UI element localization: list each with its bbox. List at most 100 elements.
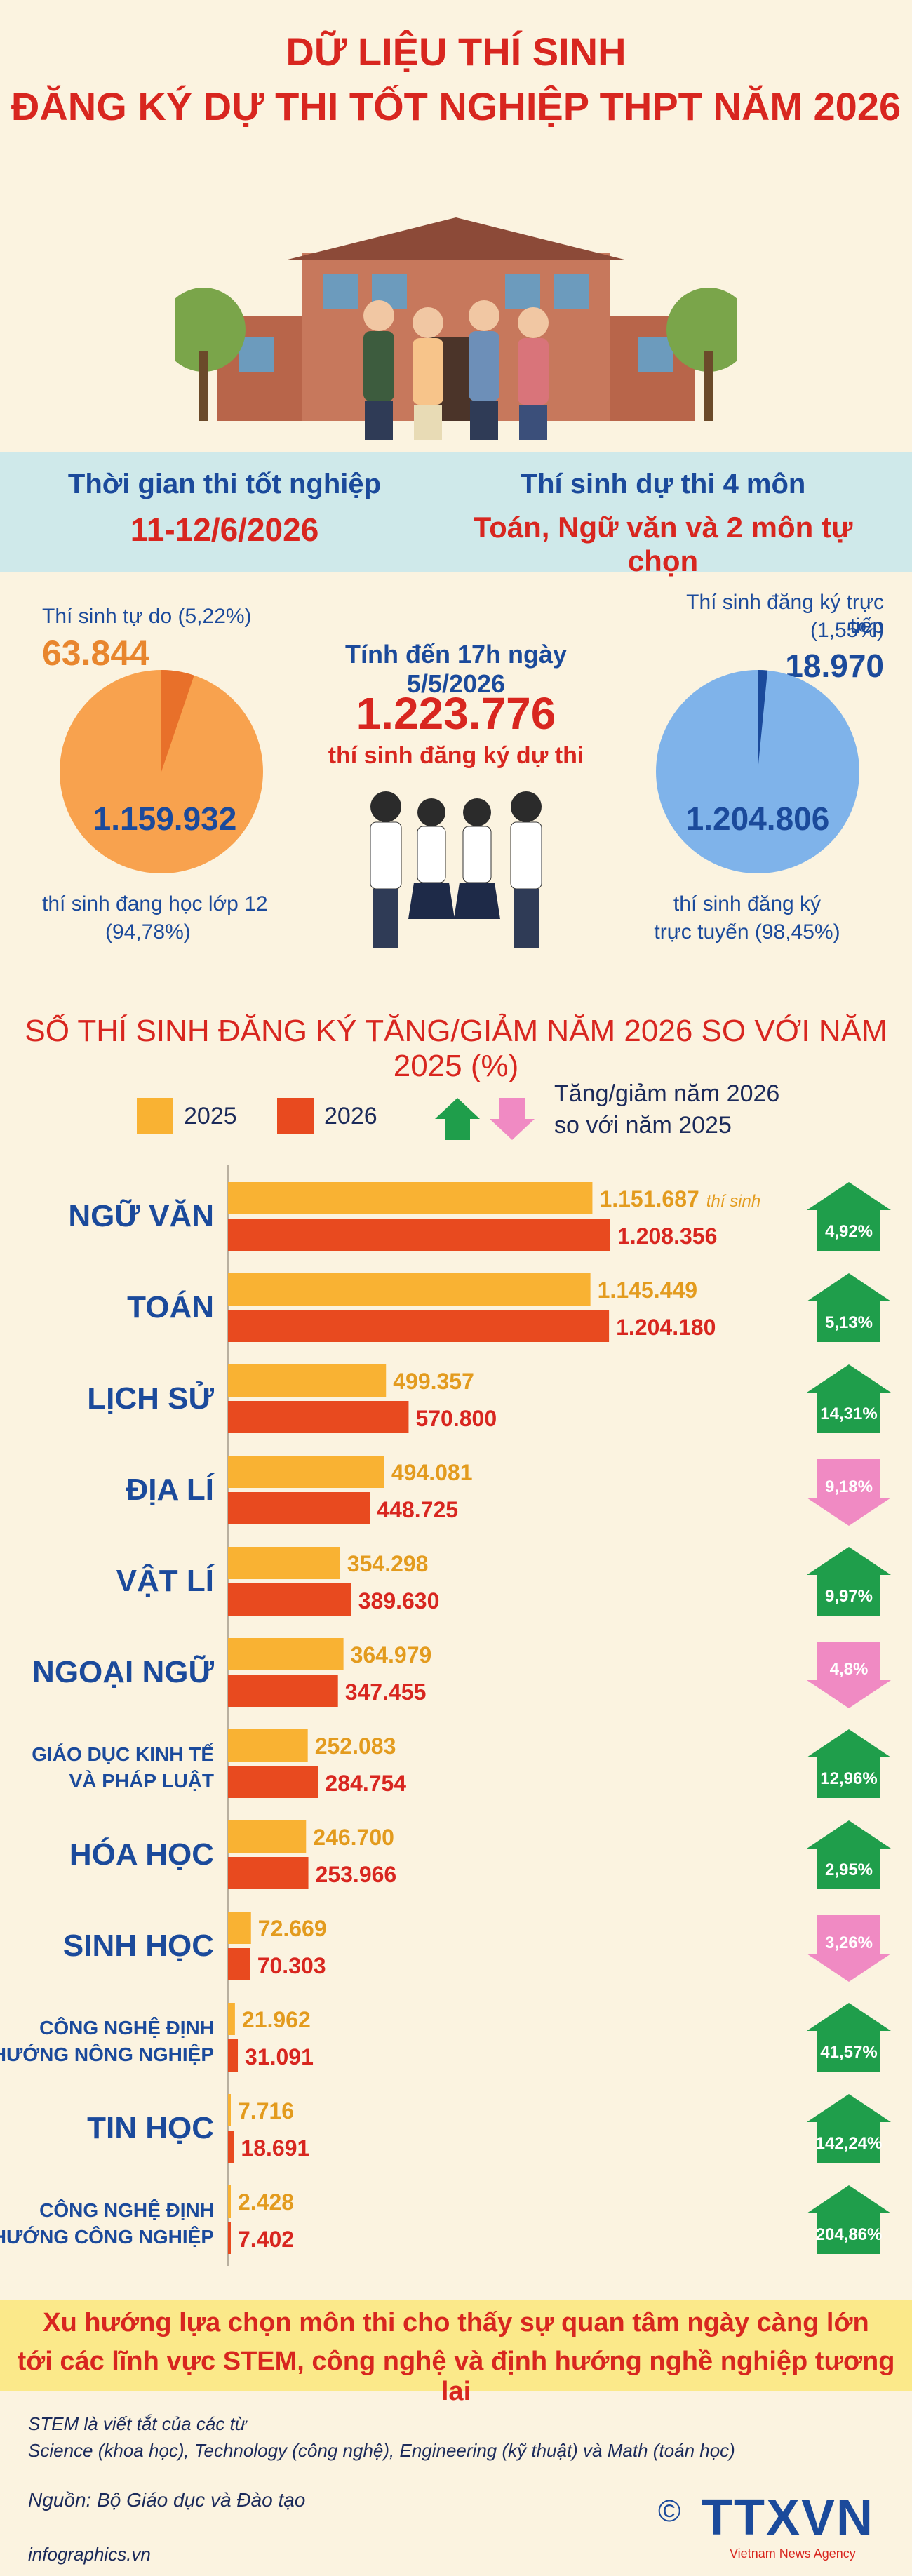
category-label-line: HÓA HỌC (69, 1837, 214, 1872)
value-label-2025: 494.081 (391, 1460, 473, 1485)
change-label: 41,57% (820, 2043, 877, 2062)
category-label: NGOẠI NGỮ (32, 1654, 214, 1689)
trend-note-line1: Xu hướng lựa chọn môn thi cho thấy sự qu… (43, 2308, 869, 2337)
bar-2025 (228, 1820, 307, 1853)
pie-right-small-slice (758, 670, 768, 772)
category-label-line: TIN HỌC (87, 2111, 214, 2145)
bar-2025 (228, 1729, 308, 1762)
legend-change-label-1: Tăng/giảm năm 2026 (554, 1080, 780, 1107)
category-label: CÔNG NGHỆ ĐỊNH HƯỚNG NÔNG NGHIỆP (0, 2016, 214, 2065)
value-label-2025: 21.962 (242, 2007, 311, 2032)
category-label-line: NGỮ VĂN (68, 1198, 214, 1233)
legend-2025-label: 2025 (184, 1103, 237, 1129)
change-label: 5,13% (825, 1313, 873, 1332)
total-registrants: 1.223.776 (356, 688, 556, 739)
bar-2026 (228, 2131, 234, 2163)
bar-2025 (228, 1456, 384, 1488)
bar-2026 (228, 1766, 318, 1798)
trend-note-line2: tới các lĩnh vực STEM, công nghệ và định… (17, 2347, 895, 2406)
page-subtitle: ĐĂNG KÝ DỰ THI TỐT NGHIỆP THPT NĂM 2026 (11, 84, 901, 128)
change-label: 12,96% (820, 1769, 877, 1788)
bar-2026 (228, 1857, 309, 1889)
category-label: VẬT LÍ (116, 1563, 215, 1598)
stem-note-2: Science (khoa học), Technology (công ngh… (28, 2440, 735, 2461)
stem-note-1: STEM là viết tắt của các từ (28, 2413, 247, 2434)
category-label: TOÁN (127, 1289, 214, 1324)
bar-2025 (228, 2003, 235, 2035)
change-down-arrow (807, 1915, 891, 1982)
trend-note-band (0, 2300, 912, 2391)
exam-info-band (0, 452, 912, 572)
bar-2025 (228, 1912, 251, 1944)
value-label-2026: 1.204.180 (616, 1315, 716, 1340)
category-label-line: VÀ PHÁP LUẬT (69, 1770, 214, 1792)
pie-left-small-slice (161, 670, 194, 772)
school-illustration (175, 217, 737, 440)
free-candidates-value: 63.844 (42, 633, 149, 673)
category-label: NGỮ VĂN (68, 1198, 214, 1233)
change-up-arrow (807, 1273, 891, 1342)
category-label: TIN HỌC (87, 2111, 214, 2145)
bar-2025 (228, 1547, 340, 1579)
change-up-arrow (807, 1547, 891, 1616)
bar-2025 (228, 2094, 231, 2126)
change-label: 9,97% (825, 1587, 873, 1606)
change-up-arrow (807, 1364, 891, 1433)
as-of-date: Tính đến 17h ngày 5/5/2026 (344, 640, 568, 698)
value-label-2025: 364.979 (351, 1642, 432, 1668)
exam-date-value: 11-12/6/2026 (130, 511, 319, 548)
bar-2025 (228, 2185, 231, 2218)
category-label-line: ĐỊA LÍ (126, 1472, 215, 1507)
students-illustration (370, 791, 542, 948)
change-down-arrow (807, 1459, 891, 1526)
value-label-2025: 354.298 (347, 1551, 429, 1576)
value-label-2026: 389.630 (358, 1588, 440, 1614)
legend-2026-label: 2026 (324, 1103, 377, 1129)
value-label-2026: 18.691 (241, 2135, 309, 2161)
value-label-2025: 252.083 (315, 1733, 396, 1759)
bar-2026 (228, 1948, 250, 1980)
category-label-line: VẬT LÍ (116, 1563, 215, 1598)
category-label: HÓA HỌC (69, 1837, 214, 1872)
category-label-line: TOÁN (127, 1289, 214, 1324)
pie-chart-left (60, 670, 263, 873)
value-label-2025: 246.700 (313, 1825, 394, 1850)
direct-reg-percent: (1,55%) (810, 619, 884, 642)
grade12-percent: (94,78%) (105, 920, 191, 944)
chart-title: SỐ THÍ SINH ĐĂNG KÝ TĂNG/GIẢM NĂM 2026 S… (25, 1014, 887, 1083)
value-label-2025: 1.145.449 (598, 1277, 697, 1303)
value-label-2026: 284.754 (325, 1771, 406, 1796)
category-label: GIÁO DỤC KINH TẾ VÀ PHÁP LUẬT (32, 1743, 214, 1792)
category-label-line: LỊCH SỬ (87, 1380, 214, 1416)
exam-date-label: Thời gian thi tốt nghiệp (67, 469, 382, 499)
exam-subjects-label: Thí sinh dự thi 4 môn (520, 469, 806, 499)
ttxvn-logo-sub: Vietnam News Agency (730, 2547, 856, 2561)
category-label: SINH HỌC (63, 1928, 214, 1963)
category-label-line: HƯỚNG NÔNG NGHIỆP (0, 2043, 214, 2065)
grade12-label: thí sinh đang học lớp 12 (42, 892, 268, 915)
bar-2026 (228, 1219, 610, 1251)
pie-chart-right (656, 670, 859, 873)
category-label-line: HƯỚNG CÔNG NGHIỆP (0, 2225, 214, 2248)
ttxvn-logo: TTXVN (702, 2490, 875, 2546)
bar-2026 (228, 1310, 610, 1342)
legend-2025-swatch (137, 1098, 173, 1134)
change-label: 204,86% (816, 2225, 883, 2244)
exam-subjects-value: Toán, Ngữ văn và 2 môn tự chọn (473, 511, 853, 577)
direct-reg-label: Thí sinh đăng ký trực tiếp (686, 591, 884, 638)
page-title: DỮ LIỆU THÍ SINH (286, 29, 626, 74)
value-label-2025: 72.669 (258, 1916, 327, 1941)
value-label-2025: 499.357 (393, 1369, 474, 1394)
bar-2026 (228, 1492, 370, 1524)
change-label: 9,18% (825, 1477, 873, 1496)
value-label-2026: 1.208.356 (617, 1223, 717, 1249)
change-label: 142,24% (816, 2134, 883, 2153)
change-up-arrow (807, 1182, 891, 1251)
value-label-2026: 347.455 (345, 1679, 427, 1705)
bar-2026 (228, 1401, 409, 1433)
change-up-arrow (807, 1729, 891, 1798)
bar-2026 (228, 2222, 231, 2254)
change-up-arrow (807, 2185, 891, 2254)
source-note: Nguồn: Bộ Giáo dục và Đào tạo (28, 2489, 306, 2511)
legend-2026-swatch (277, 1098, 314, 1134)
